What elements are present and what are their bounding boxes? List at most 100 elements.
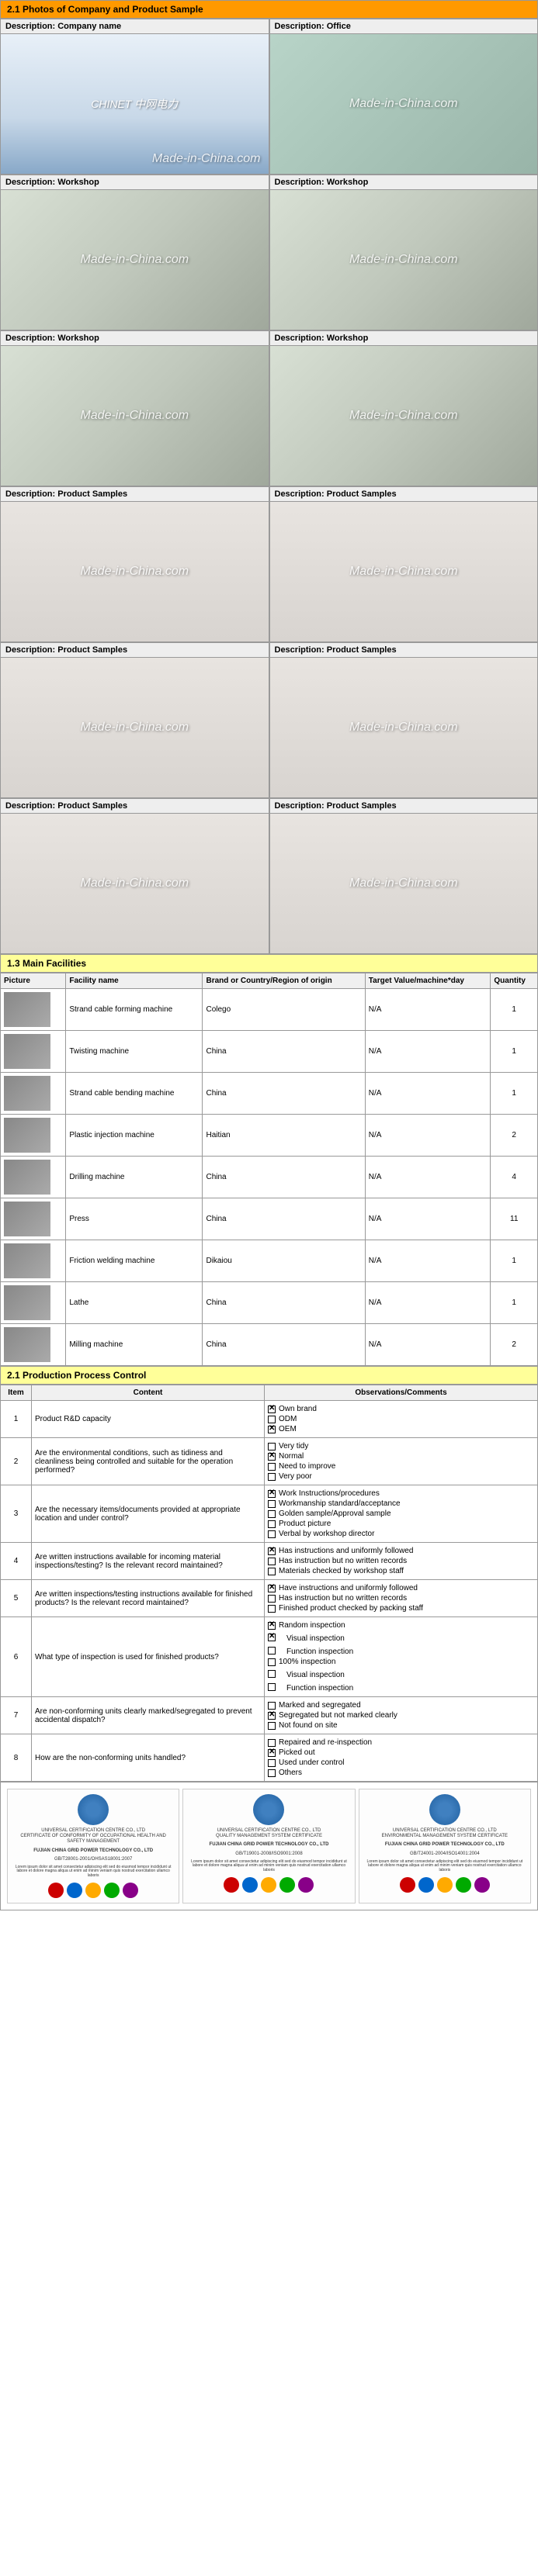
proc-num: 3 — [1, 1485, 32, 1543]
fac-qty: 4 — [491, 1157, 538, 1198]
fac-target: N/A — [365, 1282, 491, 1324]
fac-name: Lathe — [66, 1282, 203, 1324]
workshop-photo: Made-in-China.com — [270, 346, 538, 486]
cert-org: UNIVERSAL CERTIFICATION CENTRE CO., LTD — [12, 1828, 174, 1834]
proc-obs: Own brandODMOEM — [265, 1401, 538, 1438]
checkbox-icon — [268, 1500, 276, 1508]
checkbox-option: Own brand — [268, 1404, 534, 1414]
table-row: Drilling machineChinaN/A4 — [1, 1157, 538, 1198]
checkbox-option: Very poor — [268, 1471, 534, 1482]
table-row: LatheChinaN/A1 — [1, 1282, 538, 1324]
fac-brand: Haitian — [203, 1115, 365, 1157]
col-brand: Brand or Country/Region of origin — [203, 973, 365, 989]
proc-num: 7 — [1, 1697, 32, 1734]
checkbox-option: Repaired and re-inspection — [268, 1738, 534, 1748]
watermark: Made-in-China.com — [80, 409, 189, 423]
fac-qty: 2 — [491, 1324, 538, 1366]
photo-label: Description: Product Samples — [1, 487, 269, 502]
checkbox-icon — [268, 1520, 276, 1528]
office-photo: Made-in-China.com — [270, 34, 538, 174]
photos-section-header: 2.1 Photos of Company and Product Sample — [0, 0, 538, 19]
proc-num: 5 — [1, 1580, 32, 1617]
checkbox-icon — [268, 1443, 276, 1451]
option-label: Others — [279, 1769, 302, 1777]
table-row: Plastic injection machineHaitianN/A2 — [1, 1115, 538, 1157]
cert-logo-icon — [78, 1794, 109, 1825]
checkbox-option: Function inspection — [268, 1644, 534, 1657]
col-name: Facility name — [66, 973, 203, 989]
photo-cell: Description: Product Samples Made-in-Chi… — [0, 486, 269, 642]
cert-logo-icon — [429, 1794, 460, 1825]
photo-label: Description: Workshop — [270, 331, 538, 346]
cert-badges — [188, 1877, 349, 1893]
badge-icon — [298, 1877, 314, 1893]
cert-badges — [364, 1877, 526, 1893]
checkbox-option: Need to improve — [268, 1461, 534, 1471]
checkbox-option: Workmanship standard/acceptance — [268, 1499, 534, 1509]
proc-obs: Has instructions and uniformly followedH… — [265, 1543, 538, 1580]
checkbox-icon — [268, 1547, 276, 1555]
watermark: Made-in-China.com — [80, 877, 189, 890]
badge-icon — [67, 1883, 82, 1898]
table-row: 1Product R&D capacityOwn brandODMOEM — [1, 1401, 538, 1438]
option-label: Very tidy — [279, 1442, 308, 1451]
fac-name: Strand cable bending machine — [66, 1073, 203, 1115]
photo-label: Description: Product Samples — [270, 643, 538, 658]
table-row: Strand cable bending machineChinaN/A1 — [1, 1073, 538, 1115]
checkbox-option: Visual inspection — [268, 1667, 534, 1680]
option-label: Product picture — [279, 1520, 331, 1528]
cert-body: Lorem ipsum dolor sit amet consectetur a… — [12, 1865, 174, 1879]
checkbox-option: Segregated but not marked clearly — [268, 1710, 534, 1720]
proc-content: Are the necessary items/documents provid… — [32, 1485, 265, 1543]
watermark: Made-in-China.com — [349, 409, 458, 423]
cert-company: FUJIAN CHINA GRID POWER TECHNOLOGY CO., … — [12, 1848, 174, 1854]
checkbox-icon — [268, 1453, 276, 1461]
checkbox-option: Golden sample/Approval sample — [268, 1509, 534, 1519]
cert-logo-icon — [253, 1794, 284, 1825]
fac-qty: 1 — [491, 989, 538, 1031]
col-obs: Observations/Comments — [265, 1385, 538, 1401]
badge-icon — [400, 1877, 415, 1893]
option-label: Picked out — [279, 1748, 315, 1757]
proc-num: 2 — [1, 1438, 32, 1485]
checkbox-icon — [268, 1558, 276, 1565]
cert-company: FUJIAN CHINA GRID POWER TECHNOLOGY CO., … — [364, 1842, 526, 1848]
photo-cell: Description: Product Samples Made-in-Chi… — [269, 486, 538, 642]
badge-icon — [123, 1883, 138, 1898]
checkbox-icon — [268, 1490, 276, 1498]
proc-obs: Marked and segregatedSegregated but not … — [265, 1697, 538, 1734]
fac-name: Press — [66, 1198, 203, 1240]
fac-brand: Colego — [203, 989, 365, 1031]
proc-content: Are non-conforming units clearly marked/… — [32, 1697, 265, 1734]
fac-name: Plastic injection machine — [66, 1115, 203, 1157]
proc-content: How are the non-conforming units handled… — [32, 1734, 265, 1782]
cert-sub: CERTIFICATE OF CONFORMITY OF OCCUPATIONA… — [12, 1834, 174, 1845]
checkbox-icon — [268, 1712, 276, 1720]
checkbox-option: Very tidy — [268, 1441, 534, 1451]
photo-cell: Description: Product Samples Made-in-Chi… — [0, 642, 269, 798]
photo-grid: Description: Company name CHINET 中网电力Mad… — [0, 19, 538, 954]
checkbox-option: Materials checked by workshop staff — [268, 1566, 534, 1576]
badge-icon — [261, 1877, 276, 1893]
checkbox-option: 100% inspection — [268, 1657, 534, 1667]
photo-label: Description: Product Samples — [270, 799, 538, 814]
table-row: Twisting machineChinaN/A1 — [1, 1031, 538, 1073]
workshop-photo: Made-in-China.com — [1, 190, 269, 330]
fac-target: N/A — [365, 1324, 491, 1366]
option-label: Finished product checked by packing staf… — [279, 1604, 423, 1613]
proc-content: Are the environmental conditions, such a… — [32, 1438, 265, 1485]
fac-pic-cell — [1, 1324, 66, 1366]
facility-thumbnail — [4, 1202, 50, 1236]
facility-thumbnail — [4, 1160, 50, 1195]
checkbox-option: Verbal by workshop director — [268, 1529, 534, 1539]
fac-pic-cell — [1, 1198, 66, 1240]
photo-cell: Description: Company name CHINET 中网电力Mad… — [0, 19, 269, 175]
col-target: Target Value/machine*day — [365, 973, 491, 989]
watermark: Made-in-China.com — [349, 253, 458, 267]
fac-name: Twisting machine — [66, 1031, 203, 1073]
checkbox-option: Visual inspection — [268, 1630, 534, 1644]
table-row: PressChinaN/A11 — [1, 1198, 538, 1240]
badge-icon — [104, 1883, 120, 1898]
fac-pic-cell — [1, 989, 66, 1031]
fac-pic-cell — [1, 1031, 66, 1073]
